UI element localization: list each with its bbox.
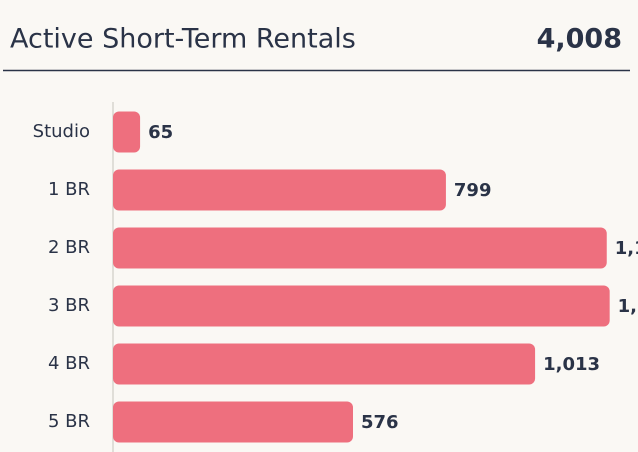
y-tick-label: Studio xyxy=(33,121,90,142)
bar xyxy=(113,111,141,153)
bar xyxy=(113,285,610,327)
y-tick-label: 3 BR xyxy=(48,295,90,316)
bar xyxy=(113,227,607,269)
y-tick-label: 4 BR xyxy=(48,353,90,374)
y-tick-label: 5 BR xyxy=(48,411,90,432)
value-label: 65 xyxy=(148,122,173,143)
y-tick-label: 1 BR xyxy=(48,179,90,200)
value-label: 799 xyxy=(454,180,492,201)
chart-title: Active Short-Term Rentals xyxy=(10,24,356,55)
total: 4,008 xyxy=(537,24,622,55)
value-label: 576 xyxy=(361,412,399,433)
value-label: 1,192 xyxy=(618,296,638,317)
bar xyxy=(113,169,446,211)
bar xyxy=(113,343,536,385)
bar xyxy=(113,401,353,443)
value-label: 1,185 xyxy=(615,238,638,259)
y-tick-label: 2 BR xyxy=(48,237,90,258)
value-label: 1,013 xyxy=(543,354,600,375)
